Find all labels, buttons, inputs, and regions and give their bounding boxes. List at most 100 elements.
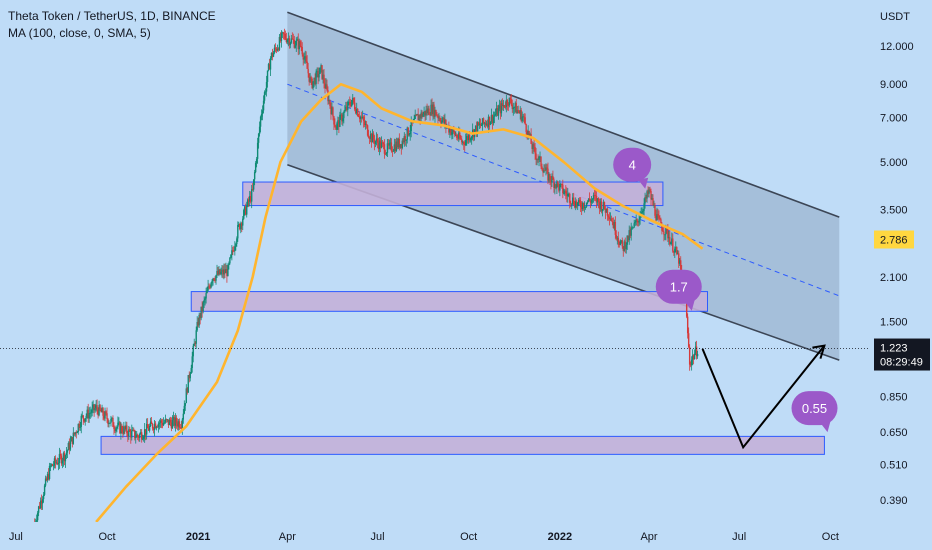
y-tick-label: 0.650 bbox=[880, 427, 908, 439]
candle-body bbox=[633, 223, 635, 228]
candle-body bbox=[444, 120, 446, 124]
candle-body bbox=[91, 407, 93, 413]
candles bbox=[33, 28, 699, 526]
y-tick-label: 1.500 bbox=[880, 316, 908, 328]
candle-body bbox=[418, 115, 420, 121]
bubble-body bbox=[613, 147, 652, 182]
candle-body bbox=[608, 216, 611, 219]
candle-body bbox=[458, 132, 460, 139]
candle-body bbox=[357, 109, 359, 117]
candle-body bbox=[685, 302, 688, 317]
candle-body bbox=[352, 97, 354, 101]
candle-body bbox=[235, 243, 237, 247]
candle-body bbox=[300, 46, 302, 48]
candle-body bbox=[595, 195, 598, 203]
candle-body bbox=[474, 125, 477, 130]
candle-body bbox=[459, 132, 461, 139]
annotation-bubble-2: 1.7 bbox=[655, 269, 702, 311]
candle-body bbox=[163, 422, 166, 424]
candle-body bbox=[476, 122, 479, 133]
candle-body bbox=[113, 426, 115, 429]
candle-body bbox=[395, 141, 398, 152]
candle-body bbox=[242, 218, 244, 226]
candle-body bbox=[340, 114, 342, 116]
candle-body bbox=[318, 73, 320, 78]
symbol-title[interactable]: Theta Token / TetherUS, 1D, BINANCE bbox=[8, 9, 216, 23]
candle-body bbox=[541, 166, 543, 170]
indicator-label[interactable]: MA (100, close, 0, SMA, 5) bbox=[8, 26, 151, 40]
candle-body bbox=[210, 283, 212, 288]
candle-body bbox=[644, 197, 646, 204]
candle-body bbox=[313, 77, 315, 82]
candle-body bbox=[483, 122, 486, 124]
candle-body bbox=[248, 199, 250, 202]
candle-body bbox=[151, 423, 154, 429]
candle-body bbox=[475, 125, 478, 133]
candle-body bbox=[647, 191, 649, 194]
candle-body bbox=[464, 144, 466, 146]
candle-body bbox=[661, 224, 663, 231]
candle-body bbox=[150, 421, 153, 424]
y-tick-label: 0.390 bbox=[880, 495, 908, 507]
candle-body bbox=[451, 132, 453, 135]
candle-body bbox=[258, 126, 261, 134]
candle-body bbox=[680, 260, 682, 270]
candle-body bbox=[82, 415, 84, 419]
candle-body bbox=[186, 388, 188, 393]
candle-body bbox=[479, 123, 482, 126]
candle-body bbox=[50, 464, 53, 466]
candle-body bbox=[443, 117, 445, 124]
candle-body bbox=[103, 415, 105, 419]
candle-body bbox=[341, 114, 343, 122]
candle-body bbox=[651, 198, 653, 200]
candle-body bbox=[544, 170, 546, 172]
candle-body bbox=[101, 408, 103, 413]
candle-body bbox=[570, 202, 572, 204]
candle-body bbox=[136, 434, 138, 438]
candle-body bbox=[382, 142, 385, 145]
candle-body bbox=[420, 112, 422, 119]
candle-body bbox=[501, 103, 504, 107]
candle-body bbox=[37, 506, 40, 513]
candle-body bbox=[66, 450, 69, 453]
candle-body bbox=[160, 420, 163, 423]
candle-body bbox=[292, 39, 295, 40]
candle-body bbox=[72, 432, 75, 444]
candle-body bbox=[119, 422, 121, 434]
candle-body bbox=[41, 499, 44, 504]
candle-body bbox=[628, 230, 630, 241]
candle-body bbox=[268, 64, 271, 70]
candle-body bbox=[663, 231, 665, 235]
candle-body bbox=[465, 139, 467, 146]
candle-body bbox=[274, 47, 277, 49]
candle-body bbox=[530, 134, 532, 144]
candle-body bbox=[534, 146, 536, 154]
candle-body bbox=[261, 110, 264, 115]
candle-body bbox=[227, 265, 229, 277]
candle-body bbox=[330, 106, 332, 115]
candle-body bbox=[284, 33, 287, 39]
candle-body bbox=[639, 217, 641, 219]
candle-body bbox=[200, 306, 202, 319]
candle-body bbox=[286, 39, 289, 43]
candle-body bbox=[290, 38, 293, 43]
candle-body bbox=[114, 428, 116, 432]
candle-body bbox=[380, 142, 383, 148]
candle-body bbox=[117, 422, 119, 427]
candle-body bbox=[400, 144, 403, 149]
candle-body bbox=[371, 133, 374, 143]
candle-body bbox=[120, 425, 122, 434]
candle-body bbox=[157, 423, 160, 428]
y-tick-label: 2.100 bbox=[880, 272, 908, 284]
candle-body bbox=[592, 195, 595, 199]
candle-body bbox=[560, 183, 562, 185]
candle-body bbox=[402, 140, 404, 143]
candle-body bbox=[123, 426, 125, 434]
candle-body bbox=[470, 136, 473, 139]
ma-price-tag bbox=[874, 230, 914, 249]
candle-body bbox=[557, 181, 559, 184]
candle-body bbox=[403, 136, 405, 143]
candle-body bbox=[504, 107, 507, 108]
candle-body bbox=[543, 170, 545, 173]
